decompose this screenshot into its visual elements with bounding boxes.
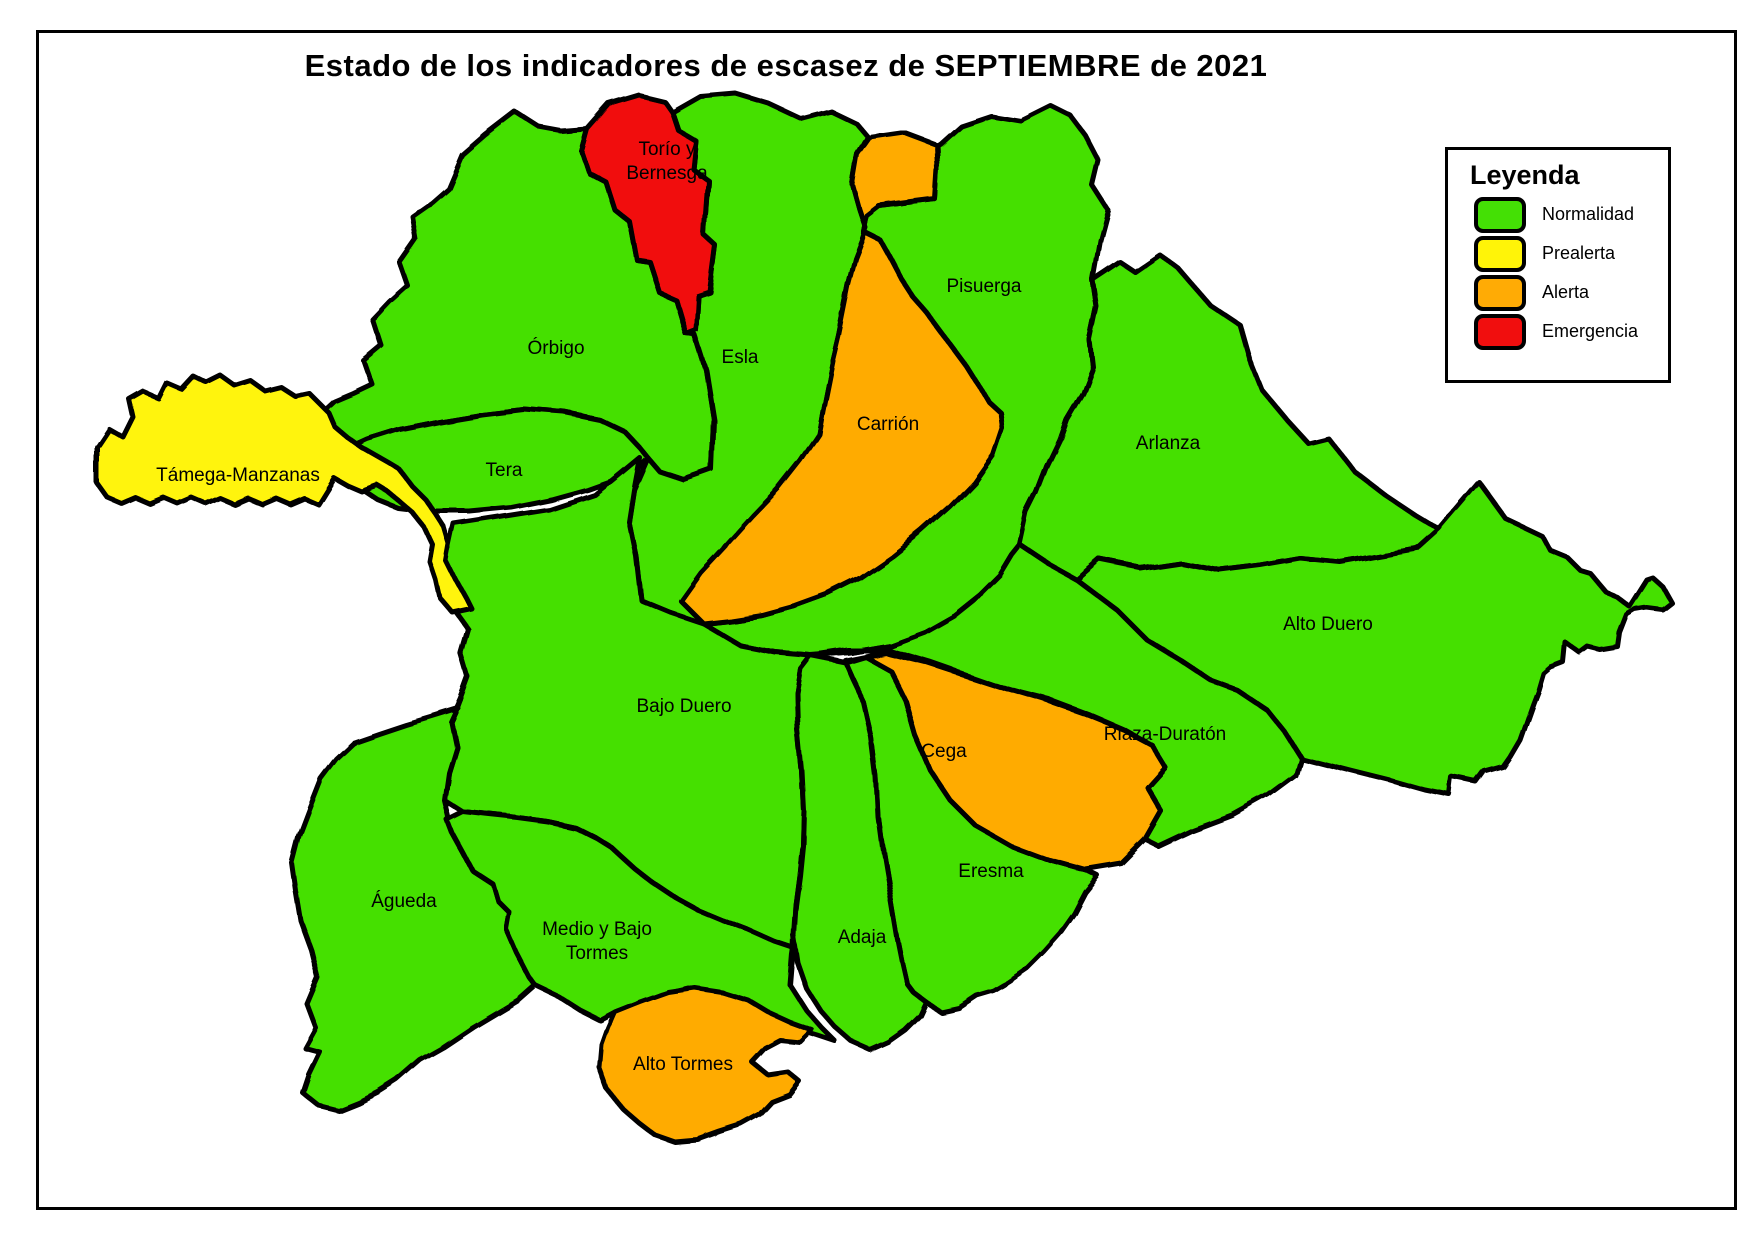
region-label-tamega-manzanas: Támega-Manzanas bbox=[156, 465, 320, 486]
region-cega bbox=[842, 649, 1169, 873]
legend-item-label: Prealerta bbox=[1542, 243, 1616, 263]
region-alto-tormes bbox=[597, 985, 815, 1145]
region-adaja bbox=[790, 652, 929, 1053]
legend-item-prealerta: Prealerta bbox=[1474, 235, 1668, 272]
region-label-alto-tormes: Alto Tormes bbox=[633, 1054, 733, 1075]
legend-item-label: Emergencia bbox=[1542, 321, 1639, 341]
region-label-pisuerga: Pisuerga bbox=[947, 276, 1022, 297]
page-title: Estado de los indicadores de escasez de … bbox=[304, 48, 1268, 83]
legend-title: Leyenda bbox=[1470, 160, 1580, 190]
prealerta-swatch bbox=[1474, 235, 1526, 272]
region-agueda bbox=[288, 697, 538, 1113]
legend-item-label: Alerta bbox=[1542, 282, 1590, 302]
legend: Leyenda Normalidad Prealerta Alerta Emer… bbox=[1445, 147, 1671, 383]
region-torio-bernesga bbox=[579, 93, 719, 337]
region-labels: Torío y Bernesga Órbigo Esla Tera Támega-Manz… bbox=[156, 139, 1373, 1075]
legend-item-alerta: Alerta bbox=[1474, 274, 1668, 311]
legend-item-label: Normalidad bbox=[1542, 204, 1635, 224]
region-alto-duero bbox=[1074, 480, 1675, 798]
region-label-bajo-duero: Bajo Duero bbox=[636, 696, 731, 717]
region-label-orbigo: Órbigo bbox=[527, 337, 584, 359]
region-label-alto-duero: Alto Duero bbox=[1283, 614, 1373, 635]
region-label-tera: Tera bbox=[486, 460, 523, 481]
legend-item-emergencia: Emergencia bbox=[1474, 313, 1668, 350]
region-label-torio-bernesga: Torío y Bernesga bbox=[626, 139, 708, 184]
region-label-medio-bajo-tormes: Medio y Bajo Tormes bbox=[542, 919, 652, 964]
region-label-agueda: Águeda bbox=[371, 891, 437, 912]
region-tamega-manzanas bbox=[95, 372, 474, 615]
region-label-adaja: Adaja bbox=[838, 927, 887, 948]
region-label-riaza-duraton: Riaza-Duratón bbox=[1104, 724, 1227, 745]
legend-item-normalidad: Normalidad bbox=[1474, 196, 1668, 233]
region-label-cega: Cega bbox=[921, 741, 967, 762]
normalidad-swatch bbox=[1474, 196, 1526, 233]
region-carrion bbox=[677, 130, 1005, 626]
region-label-carrion: Carrión bbox=[857, 414, 919, 435]
alerta-swatch bbox=[1474, 274, 1526, 311]
region-label-eresma: Eresma bbox=[958, 861, 1024, 882]
region-label-esla: Esla bbox=[722, 347, 759, 368]
emergencia-swatch bbox=[1474, 313, 1526, 350]
region-label-arlanza: Arlanza bbox=[1136, 433, 1201, 454]
